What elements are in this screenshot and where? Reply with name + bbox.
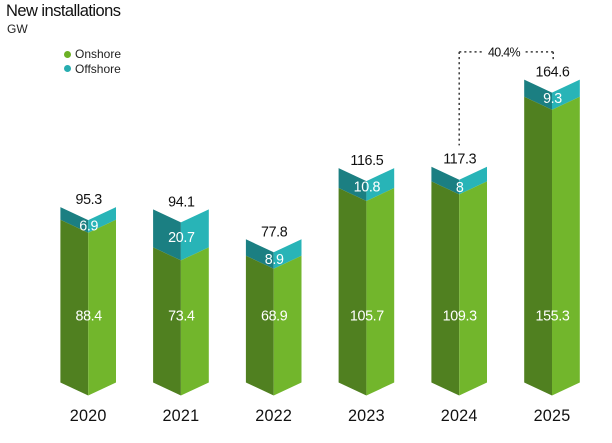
svg-text:20.7: 20.7 <box>168 230 195 246</box>
svg-text:2020: 2020 <box>70 407 107 425</box>
svg-text:77.8: 77.8 <box>261 224 288 240</box>
svg-text:109.3: 109.3 <box>443 308 477 324</box>
svg-text:2023: 2023 <box>348 407 385 425</box>
svg-text:94.1: 94.1 <box>168 194 195 210</box>
svg-text:73.4: 73.4 <box>168 308 195 324</box>
svg-text:40.4%: 40.4% <box>488 46 521 60</box>
svg-text:68.9: 68.9 <box>261 308 288 324</box>
svg-text:8.9: 8.9 <box>265 252 284 268</box>
svg-text:164.6: 164.6 <box>535 65 569 81</box>
svg-text:8: 8 <box>456 180 464 196</box>
svg-text:2022: 2022 <box>255 407 292 425</box>
svg-text:155.3: 155.3 <box>535 308 569 324</box>
svg-text:105.7: 105.7 <box>350 308 384 324</box>
svg-text:95.3: 95.3 <box>75 192 102 208</box>
svg-text:2025: 2025 <box>534 407 571 425</box>
svg-text:2024: 2024 <box>441 407 478 425</box>
svg-text:117.3: 117.3 <box>443 152 476 168</box>
svg-text:2021: 2021 <box>162 407 199 425</box>
svg-text:9.3: 9.3 <box>543 91 562 107</box>
svg-text:88.4: 88.4 <box>75 308 102 324</box>
svg-text:10.8: 10.8 <box>354 180 381 196</box>
svg-text:6.9: 6.9 <box>79 219 98 235</box>
svg-text:116.5: 116.5 <box>350 153 383 169</box>
